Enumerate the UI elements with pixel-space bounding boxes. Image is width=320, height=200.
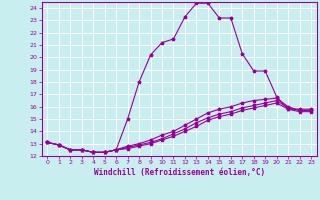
X-axis label: Windchill (Refroidissement éolien,°C): Windchill (Refroidissement éolien,°C) [94, 168, 265, 177]
